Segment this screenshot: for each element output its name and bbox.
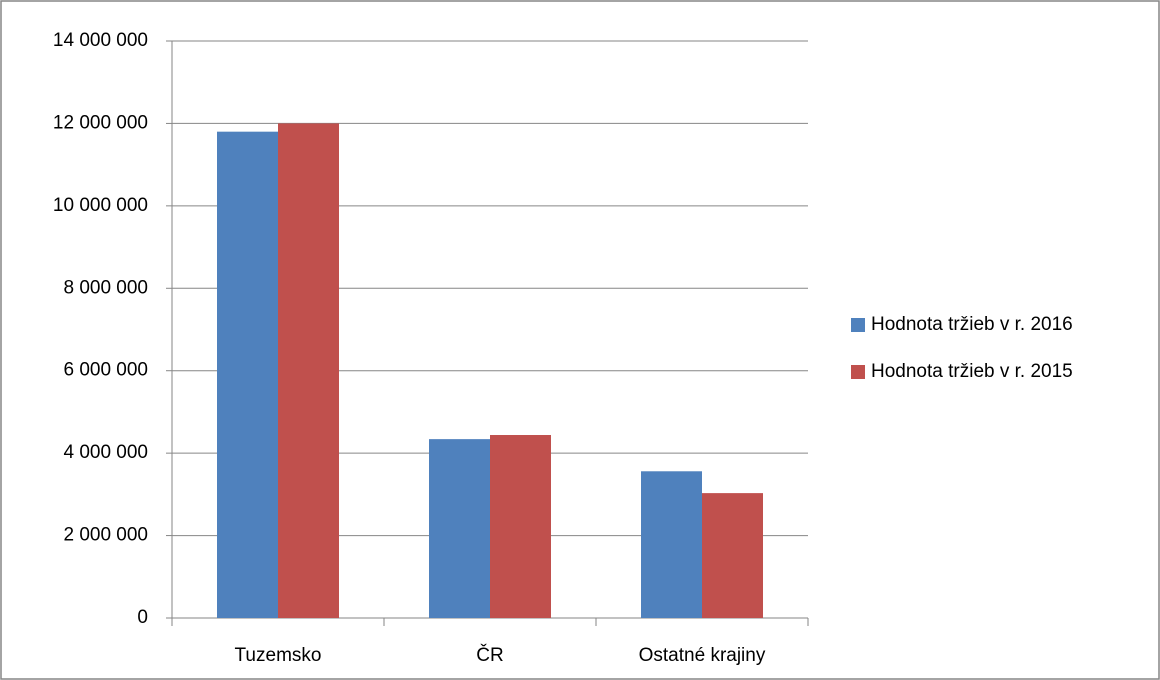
legend-label: Hodnota tržieb v r. 2015 [871, 361, 1073, 382]
bar [702, 493, 763, 618]
y-tick-label: 12 000 000 [53, 112, 148, 133]
legend-label: Hodnota tržieb v r. 2016 [871, 314, 1073, 335]
y-tick-label: 8 000 000 [63, 277, 148, 298]
bar [641, 471, 702, 618]
bar [429, 439, 490, 618]
y-tick-label: 6 000 000 [63, 360, 148, 381]
bar [217, 131, 278, 618]
x-tick-label: Tuzemsko [235, 645, 322, 666]
y-tick-label: 0 [137, 607, 148, 628]
bar [490, 435, 551, 618]
y-tick-label: 4 000 000 [63, 442, 148, 463]
y-tick-label: 2 000 000 [63, 525, 148, 546]
y-tick-label: 14 000 000 [53, 30, 148, 51]
x-tick-label: ČR [476, 644, 503, 666]
legend-swatch [851, 318, 865, 332]
x-tick-label: Ostatné krajiny [639, 645, 766, 666]
y-tick-label: 10 000 000 [53, 195, 148, 216]
legend-swatch [851, 365, 865, 379]
bar [278, 123, 339, 618]
